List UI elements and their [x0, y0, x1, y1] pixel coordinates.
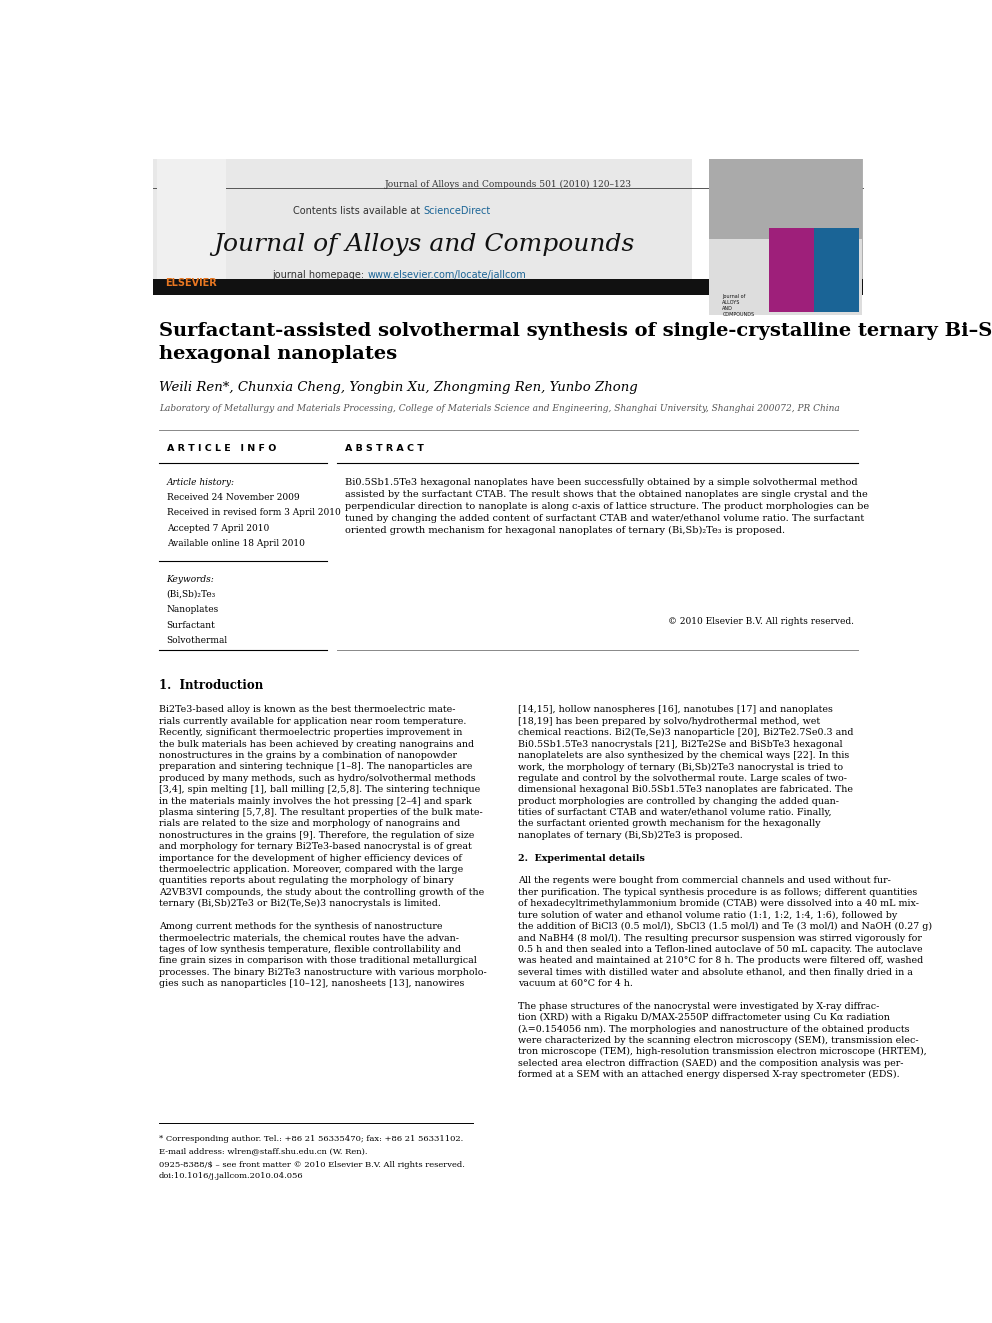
Text: The phase structures of the nanocrystal were investigated by X-ray diffrac-: The phase structures of the nanocrystal …: [518, 1002, 879, 1011]
FancyBboxPatch shape: [154, 40, 692, 291]
Text: Article history:: Article history:: [167, 478, 235, 487]
Text: Received in revised form 3 April 2010: Received in revised form 3 April 2010: [167, 508, 340, 517]
Text: processes. The binary Bi2Te3 nanostructure with various morpholo-: processes. The binary Bi2Te3 nanostructu…: [159, 967, 487, 976]
Text: was heated and maintained at 210°C for 8 h. The products were filtered off, wash: was heated and maintained at 210°C for 8…: [518, 957, 923, 966]
Text: the bulk materials has been achieved by creating nanograins and: the bulk materials has been achieved by …: [159, 740, 474, 749]
Text: several times with distilled water and absolute ethanol, and then finally dried : several times with distilled water and a…: [518, 967, 913, 976]
Text: selected area electron diffraction (SAED) and the composition analysis was per-: selected area electron diffraction (SAED…: [518, 1058, 903, 1068]
Text: in the materials mainly involves the hot pressing [2–4] and spark: in the materials mainly involves the hot…: [159, 796, 471, 806]
Text: tron microscope (TEM), high-resolution transmission electron microscope (HRTEM),: tron microscope (TEM), high-resolution t…: [518, 1048, 927, 1057]
Text: work, the morphology of ternary (Bi,Sb)2Te3 nanocrystal is tried to: work, the morphology of ternary (Bi,Sb)2…: [518, 762, 843, 771]
Text: Journal of
ALLOYS
AND
COMPOUNDS: Journal of ALLOYS AND COMPOUNDS: [722, 294, 755, 318]
Text: Keywords:: Keywords:: [167, 574, 214, 583]
Text: nanoplatelets are also synthesized by the chemical ways [22]. In this: nanoplatelets are also synthesized by th…: [518, 751, 849, 759]
Text: All the regents were bought from commercial channels and used without fur-: All the regents were bought from commerc…: [518, 876, 891, 885]
FancyBboxPatch shape: [813, 229, 859, 312]
Text: nonostructures in the grains by a combination of nanopowder: nonostructures in the grains by a combin…: [159, 751, 457, 759]
Text: A R T I C L E   I N F O: A R T I C L E I N F O: [167, 443, 276, 452]
Text: rials currently available for application near room temperature.: rials currently available for applicatio…: [159, 717, 466, 726]
Text: 0925-8388/$ – see front matter © 2010 Elsevier B.V. All rights reserved.: 0925-8388/$ – see front matter © 2010 El…: [159, 1162, 464, 1170]
Text: nonostructures in the grains [9]. Therefore, the regulation of size: nonostructures in the grains [9]. Theref…: [159, 831, 474, 840]
Text: Weili Ren*, Chunxia Cheng, Yongbin Xu, Zhongming Ren, Yunbo Zhong: Weili Ren*, Chunxia Cheng, Yongbin Xu, Z…: [159, 381, 638, 393]
Text: Journal of Alloys and Compounds 501 (2010) 120–123: Journal of Alloys and Compounds 501 (201…: [385, 180, 632, 189]
Text: formed at a SEM with an attached energy dispersed X-ray spectrometer (EDS).: formed at a SEM with an attached energy …: [518, 1070, 900, 1080]
FancyBboxPatch shape: [709, 238, 862, 315]
Text: Bi0.5Sb1.5Te3 hexagonal nanoplates have been successfully obtained by a simple s: Bi0.5Sb1.5Te3 hexagonal nanoplates have …: [345, 478, 869, 536]
Text: Received 24 November 2009: Received 24 November 2009: [167, 493, 300, 501]
Text: dimensional hexagonal Bi0.5Sb1.5Te3 nanoplates are fabricated. The: dimensional hexagonal Bi0.5Sb1.5Te3 nano…: [518, 786, 853, 794]
Text: (Bi,Sb)₂Te₃: (Bi,Sb)₂Te₃: [167, 590, 216, 599]
Text: ternary (Bi,Sb)2Te3 or Bi2(Te,Se)3 nanocrystals is limited.: ternary (Bi,Sb)2Te3 or Bi2(Te,Se)3 nanoc…: [159, 900, 440, 909]
Text: plasma sintering [5,7,8]. The resultant properties of the bulk mate-: plasma sintering [5,7,8]. The resultant …: [159, 808, 483, 818]
Text: Nanoplates: Nanoplates: [167, 606, 219, 614]
Text: quantities reports about regulating the morphology of binary: quantities reports about regulating the …: [159, 876, 453, 885]
Text: Accepted 7 April 2010: Accepted 7 April 2010: [167, 524, 269, 533]
Text: Contents lists available at: Contents lists available at: [293, 206, 424, 217]
Text: regulate and control by the solvothermal route. Large scales of two-: regulate and control by the solvothermal…: [518, 774, 847, 783]
Text: Available online 18 April 2010: Available online 18 April 2010: [167, 540, 305, 548]
Text: A B S T R A C T: A B S T R A C T: [345, 443, 424, 452]
Text: of hexadecyltrimethylammonium bromide (CTAB) were dissolved into a 40 mL mix-: of hexadecyltrimethylammonium bromide (C…: [518, 900, 919, 909]
Text: product morphologies are controlled by changing the added quan-: product morphologies are controlled by c…: [518, 796, 838, 806]
Text: and NaBH4 (8 mol/l). The resulting precursor suspension was stirred vigorously f: and NaBH4 (8 mol/l). The resulting precu…: [518, 934, 922, 942]
Text: E-mail address: wlren@staff.shu.edu.cn (W. Ren).: E-mail address: wlren@staff.shu.edu.cn (…: [159, 1147, 367, 1155]
Text: chemical reactions. Bi2(Te,Se)3 nanoparticle [20], Bi2Te2.7Se0.3 and: chemical reactions. Bi2(Te,Se)3 nanopart…: [518, 728, 853, 737]
Text: ture solution of water and ethanol volume ratio (1:1, 1:2, 1:4, 1:6), followed b: ture solution of water and ethanol volum…: [518, 910, 897, 919]
Text: Surfactant-assisted solvothermal synthesis of single-crystalline ternary Bi–Sb–T: Surfactant-assisted solvothermal synthes…: [159, 321, 992, 363]
Text: (λ=0.154056 nm). The morphologies and nanostructure of the obtained products: (λ=0.154056 nm). The morphologies and na…: [518, 1024, 910, 1033]
Text: the addition of BiCl3 (0.5 mol/l), SbCl3 (1.5 mol/l) and Te (3 mol/l) and NaOH (: the addition of BiCl3 (0.5 mol/l), SbCl3…: [518, 922, 931, 931]
Text: Bi0.5Sb1.5Te3 nanocrystals [21], Bi2Te2Se and BiSbTe3 hexagonal: Bi0.5Sb1.5Te3 nanocrystals [21], Bi2Te2S…: [518, 740, 842, 749]
Text: Recently, significant thermoelectric properties improvement in: Recently, significant thermoelectric pro…: [159, 728, 462, 737]
Text: Bi2Te3-based alloy is known as the best thermoelectric mate-: Bi2Te3-based alloy is known as the best …: [159, 705, 455, 714]
FancyBboxPatch shape: [709, 122, 862, 291]
Text: Among current methods for the synthesis of nanostructure: Among current methods for the synthesis …: [159, 922, 442, 931]
FancyBboxPatch shape: [769, 229, 813, 312]
Text: 2.  Experimental details: 2. Experimental details: [518, 853, 645, 863]
Text: 1.  Introduction: 1. Introduction: [159, 679, 263, 692]
Text: fine grain sizes in comparison with those traditional metallurgical: fine grain sizes in comparison with thos…: [159, 957, 477, 966]
Text: the surfactant oriented growth mechanism for the hexagonally: the surfactant oriented growth mechanism…: [518, 819, 820, 828]
Text: [14,15], hollow nanospheres [16], nanotubes [17] and nanoplates: [14,15], hollow nanospheres [16], nanotu…: [518, 705, 832, 714]
Text: ScienceDirect: ScienceDirect: [424, 206, 490, 217]
Text: A2VB3VI compounds, the study about the controlling growth of the: A2VB3VI compounds, the study about the c…: [159, 888, 484, 897]
Text: tages of low synthesis temperature, flexible controllability and: tages of low synthesis temperature, flex…: [159, 945, 461, 954]
Text: tion (XRD) with a Rigaku D/MAX-2550P diffractometer using Cu Kα radiation: tion (XRD) with a Rigaku D/MAX-2550P dif…: [518, 1013, 890, 1023]
Text: ELSEVIER: ELSEVIER: [166, 278, 217, 288]
Text: were characterized by the scanning electron microscopy (SEM), transmission elec-: were characterized by the scanning elect…: [518, 1036, 919, 1045]
Text: Surfactant: Surfactant: [167, 620, 215, 630]
Text: gies such as nanoparticles [10–12], nanosheets [13], nanowires: gies such as nanoparticles [10–12], nano…: [159, 979, 464, 988]
Text: ther purification. The typical synthesis procedure is as follows; different quan: ther purification. The typical synthesis…: [518, 888, 917, 897]
Text: and morphology for ternary Bi2Te3-based nanocrystal is of great: and morphology for ternary Bi2Te3-based …: [159, 843, 471, 851]
Text: tities of surfactant CTAB and water/ethanol volume ratio. Finally,: tities of surfactant CTAB and water/etha…: [518, 808, 831, 818]
Text: thermoelectric application. Moreover, compared with the large: thermoelectric application. Moreover, co…: [159, 865, 463, 875]
Text: importance for the development of higher efficiency devices of: importance for the development of higher…: [159, 853, 461, 863]
Text: journal homepage:: journal homepage:: [272, 270, 367, 279]
Text: [18,19] has been prepared by solvo/hydrothermal method, wet: [18,19] has been prepared by solvo/hydro…: [518, 717, 819, 726]
Text: Journal of Alloys and Compounds: Journal of Alloys and Compounds: [213, 233, 635, 257]
Text: thermoelectric materials, the chemical routes have the advan-: thermoelectric materials, the chemical r…: [159, 934, 459, 942]
Text: 0.5 h and then sealed into a Teflon-lined autoclave of 50 mL capacity. The autoc: 0.5 h and then sealed into a Teflon-line…: [518, 945, 923, 954]
Text: * Corresponding author. Tel.: +86 21 56335470; fax: +86 21 56331102.: * Corresponding author. Tel.: +86 21 563…: [159, 1135, 463, 1143]
Text: © 2010 Elsevier B.V. All rights reserved.: © 2010 Elsevier B.V. All rights reserved…: [668, 617, 854, 626]
Text: [3,4], spin melting [1], ball milling [2,5,8]. The sintering technique: [3,4], spin melting [1], ball milling [2…: [159, 786, 480, 794]
FancyBboxPatch shape: [709, 38, 862, 291]
Text: www.elsevier.com/locate/jallcom: www.elsevier.com/locate/jallcom: [367, 270, 526, 279]
Text: preparation and sintering technique [1–8]. The nanoparticles are: preparation and sintering technique [1–8…: [159, 762, 472, 771]
FancyBboxPatch shape: [154, 279, 863, 295]
Text: nanoplates of ternary (Bi,Sb)2Te3 is proposed.: nanoplates of ternary (Bi,Sb)2Te3 is pro…: [518, 831, 742, 840]
Text: Laboratory of Metallurgy and Materials Processing, College of Materials Science : Laboratory of Metallurgy and Materials P…: [159, 404, 839, 413]
Text: Solvothermal: Solvothermal: [167, 636, 228, 646]
Text: doi:10.1016/j.jallcom.2010.04.056: doi:10.1016/j.jallcom.2010.04.056: [159, 1172, 304, 1180]
Text: vacuum at 60°C for 4 h.: vacuum at 60°C for 4 h.: [518, 979, 633, 988]
Text: rials are related to the size and morphology of nanograins and: rials are related to the size and morpho…: [159, 819, 460, 828]
Text: produced by many methods, such as hydro/solvothermal methods: produced by many methods, such as hydro/…: [159, 774, 475, 783]
FancyBboxPatch shape: [157, 50, 226, 288]
